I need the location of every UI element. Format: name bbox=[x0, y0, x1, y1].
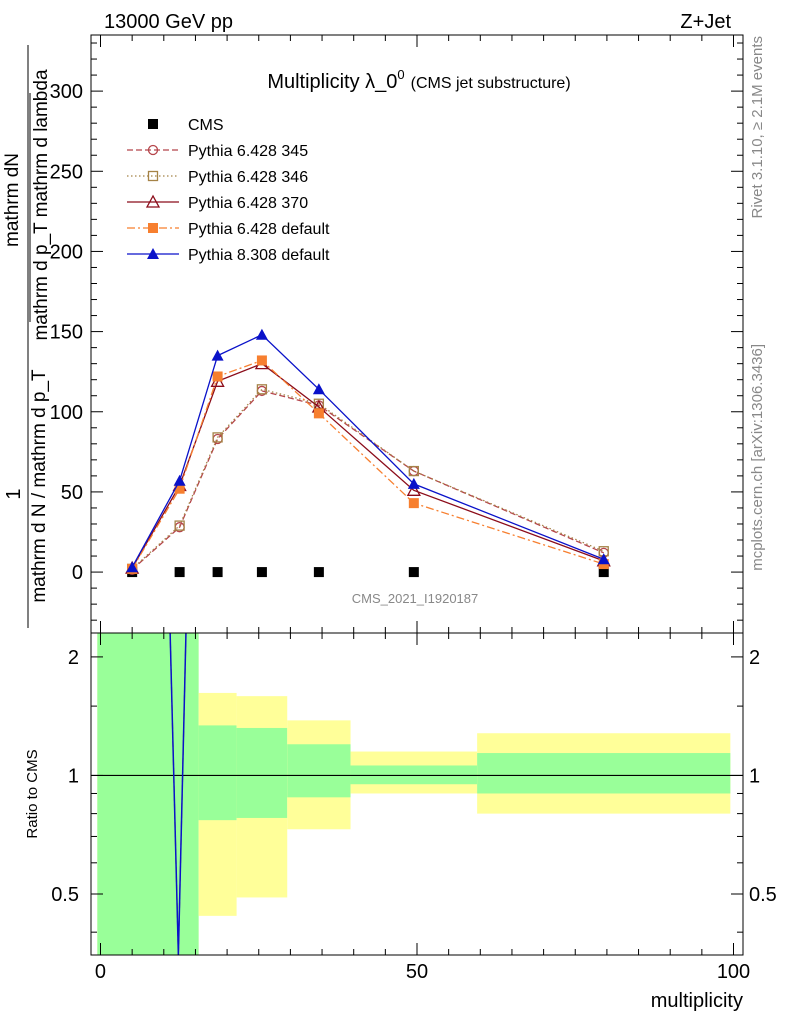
series-3 bbox=[125, 356, 611, 574]
legend-entry: Pythia 6.428 default bbox=[127, 221, 330, 238]
main-ytick-label: 0 bbox=[72, 562, 83, 584]
ratio-ytick-label: 1 bbox=[68, 765, 79, 787]
main-ylabel: 1 mathrm dN mathrm d p_T mathrm d lambda… bbox=[2, 45, 52, 628]
legend-marker bbox=[148, 119, 158, 129]
legend-label: Pythia 6.428 370 bbox=[188, 195, 308, 212]
title-sub: (CMS jet substructure) bbox=[411, 75, 571, 92]
legend-label: CMS bbox=[188, 117, 224, 134]
data-point bbox=[312, 383, 325, 395]
x-tick-label: 50 bbox=[406, 961, 428, 983]
series-line bbox=[131, 362, 604, 569]
ratio-ytick-label-right: 2 bbox=[749, 647, 760, 669]
main-ytick-label: 100 bbox=[50, 402, 83, 424]
data-point bbox=[212, 567, 223, 578]
x-tick-label: 100 bbox=[717, 961, 750, 983]
inner-band bbox=[236, 727, 288, 818]
legend: CMS Pythia 6.428 345 Pythia 6.428 346 Pythi… bbox=[127, 117, 330, 264]
main-axes: 0 50 100 150 200 250 300 bbox=[50, 35, 743, 633]
ratio-ytick-label: 2 bbox=[68, 647, 79, 669]
watermark: CMS_2021_I1920187 bbox=[352, 591, 479, 606]
inner-band bbox=[477, 753, 731, 794]
data-point bbox=[174, 520, 185, 531]
main-ytick-label: 50 bbox=[61, 482, 83, 504]
inner-band bbox=[198, 725, 237, 821]
data-point bbox=[313, 408, 324, 419]
title-main: Multiplicity λ_0 bbox=[267, 71, 397, 93]
legend-label: Pythia 8.308 default bbox=[188, 247, 330, 264]
main-series bbox=[125, 328, 611, 578]
main-ytick-label: 250 bbox=[50, 161, 83, 183]
ratio-panel: 0.5 0.5 1 1 2 2 0 50 100 Ratio to CMS multiplici… bbox=[24, 632, 777, 1012]
legend-marker bbox=[147, 170, 159, 182]
data-point bbox=[597, 553, 610, 565]
inner-band bbox=[97, 633, 199, 955]
plot-title: Multiplicity λ_00 (CMS jet substructure) bbox=[267, 67, 570, 93]
data-point bbox=[407, 477, 420, 489]
inner-band bbox=[287, 744, 351, 798]
header-left: 13000 GeV pp bbox=[104, 11, 233, 33]
series-line bbox=[131, 359, 604, 570]
ratio-ytick-label-right: 0.5 bbox=[749, 884, 777, 906]
data-point bbox=[212, 432, 223, 443]
legend-entry: Pythia 8.308 default bbox=[127, 247, 330, 264]
data-point bbox=[313, 567, 324, 578]
ylabel-denominator: mathrm d N / mathrm d p_T bbox=[29, 369, 50, 603]
series-5 bbox=[126, 328, 610, 573]
ratio-axes: 0.5 0.5 1 1 2 2 0 50 100 bbox=[51, 633, 777, 983]
data-point bbox=[174, 567, 185, 578]
title-sup: 0 bbox=[397, 67, 404, 82]
data-point bbox=[212, 371, 223, 382]
data-point bbox=[126, 561, 139, 573]
legend-label: Pythia 6.428 346 bbox=[188, 169, 308, 186]
data-point bbox=[256, 355, 267, 366]
ratio-ytick-label: 0.5 bbox=[51, 884, 79, 906]
legend-entry: Pythia 6.428 370 bbox=[127, 194, 308, 212]
legend-marker bbox=[147, 144, 159, 156]
legend-marker bbox=[147, 248, 159, 259]
main-ytick-label: 150 bbox=[50, 322, 83, 344]
x-axis-label: multiplicity bbox=[651, 990, 743, 1012]
x-tick-label: 0 bbox=[95, 961, 106, 983]
data-point bbox=[408, 567, 419, 578]
main-ytick-label: 200 bbox=[50, 241, 83, 263]
data-point bbox=[408, 498, 419, 509]
series-line bbox=[131, 334, 604, 568]
data-point bbox=[408, 465, 419, 477]
ylabel-numerator: 1 bbox=[3, 488, 25, 499]
data-point bbox=[406, 482, 421, 496]
header-right: Z+Jet bbox=[680, 11, 731, 33]
legend-marker bbox=[145, 194, 161, 208]
legend-entry: CMS bbox=[148, 117, 224, 134]
data-point bbox=[598, 567, 609, 578]
main-ytick-label: 300 bbox=[50, 81, 83, 103]
legend-entry: Pythia 6.428 346 bbox=[127, 169, 308, 186]
legend-marker bbox=[148, 223, 158, 233]
main-panel: Multiplicity λ_00(CMS jet substructure) … bbox=[50, 34, 744, 634]
ylabel-num-frac: mathrm dN bbox=[2, 153, 23, 247]
data-point bbox=[256, 567, 267, 578]
series-line bbox=[131, 388, 604, 570]
ratio-ytick-label-right: 1 bbox=[749, 765, 760, 787]
series-0 bbox=[127, 567, 609, 578]
ratio-frame bbox=[90, 632, 744, 956]
data-point bbox=[255, 328, 268, 340]
legend-label: Pythia 6.428 default bbox=[188, 221, 330, 238]
ratio-ylabel: Ratio to CMS bbox=[24, 749, 41, 838]
series-line bbox=[131, 390, 604, 571]
data-point bbox=[173, 474, 186, 486]
mcplots-note: mcplots.cern.ch [arXiv:1306.3436] bbox=[749, 344, 766, 571]
ylabel-den-frac: mathrm d p_T mathrm d lambda bbox=[31, 69, 52, 340]
ratio-bands bbox=[97, 633, 731, 955]
data-point bbox=[211, 349, 224, 361]
data-point bbox=[256, 384, 268, 395]
legend-entry: Pythia 6.428 345 bbox=[127, 143, 308, 160]
series-4 bbox=[127, 355, 609, 574]
data-point bbox=[174, 483, 185, 494]
rivet-note: Rivet 3.1.10, ≥ 2.1M events bbox=[749, 36, 766, 219]
legend-label: Pythia 6.428 345 bbox=[188, 143, 308, 160]
